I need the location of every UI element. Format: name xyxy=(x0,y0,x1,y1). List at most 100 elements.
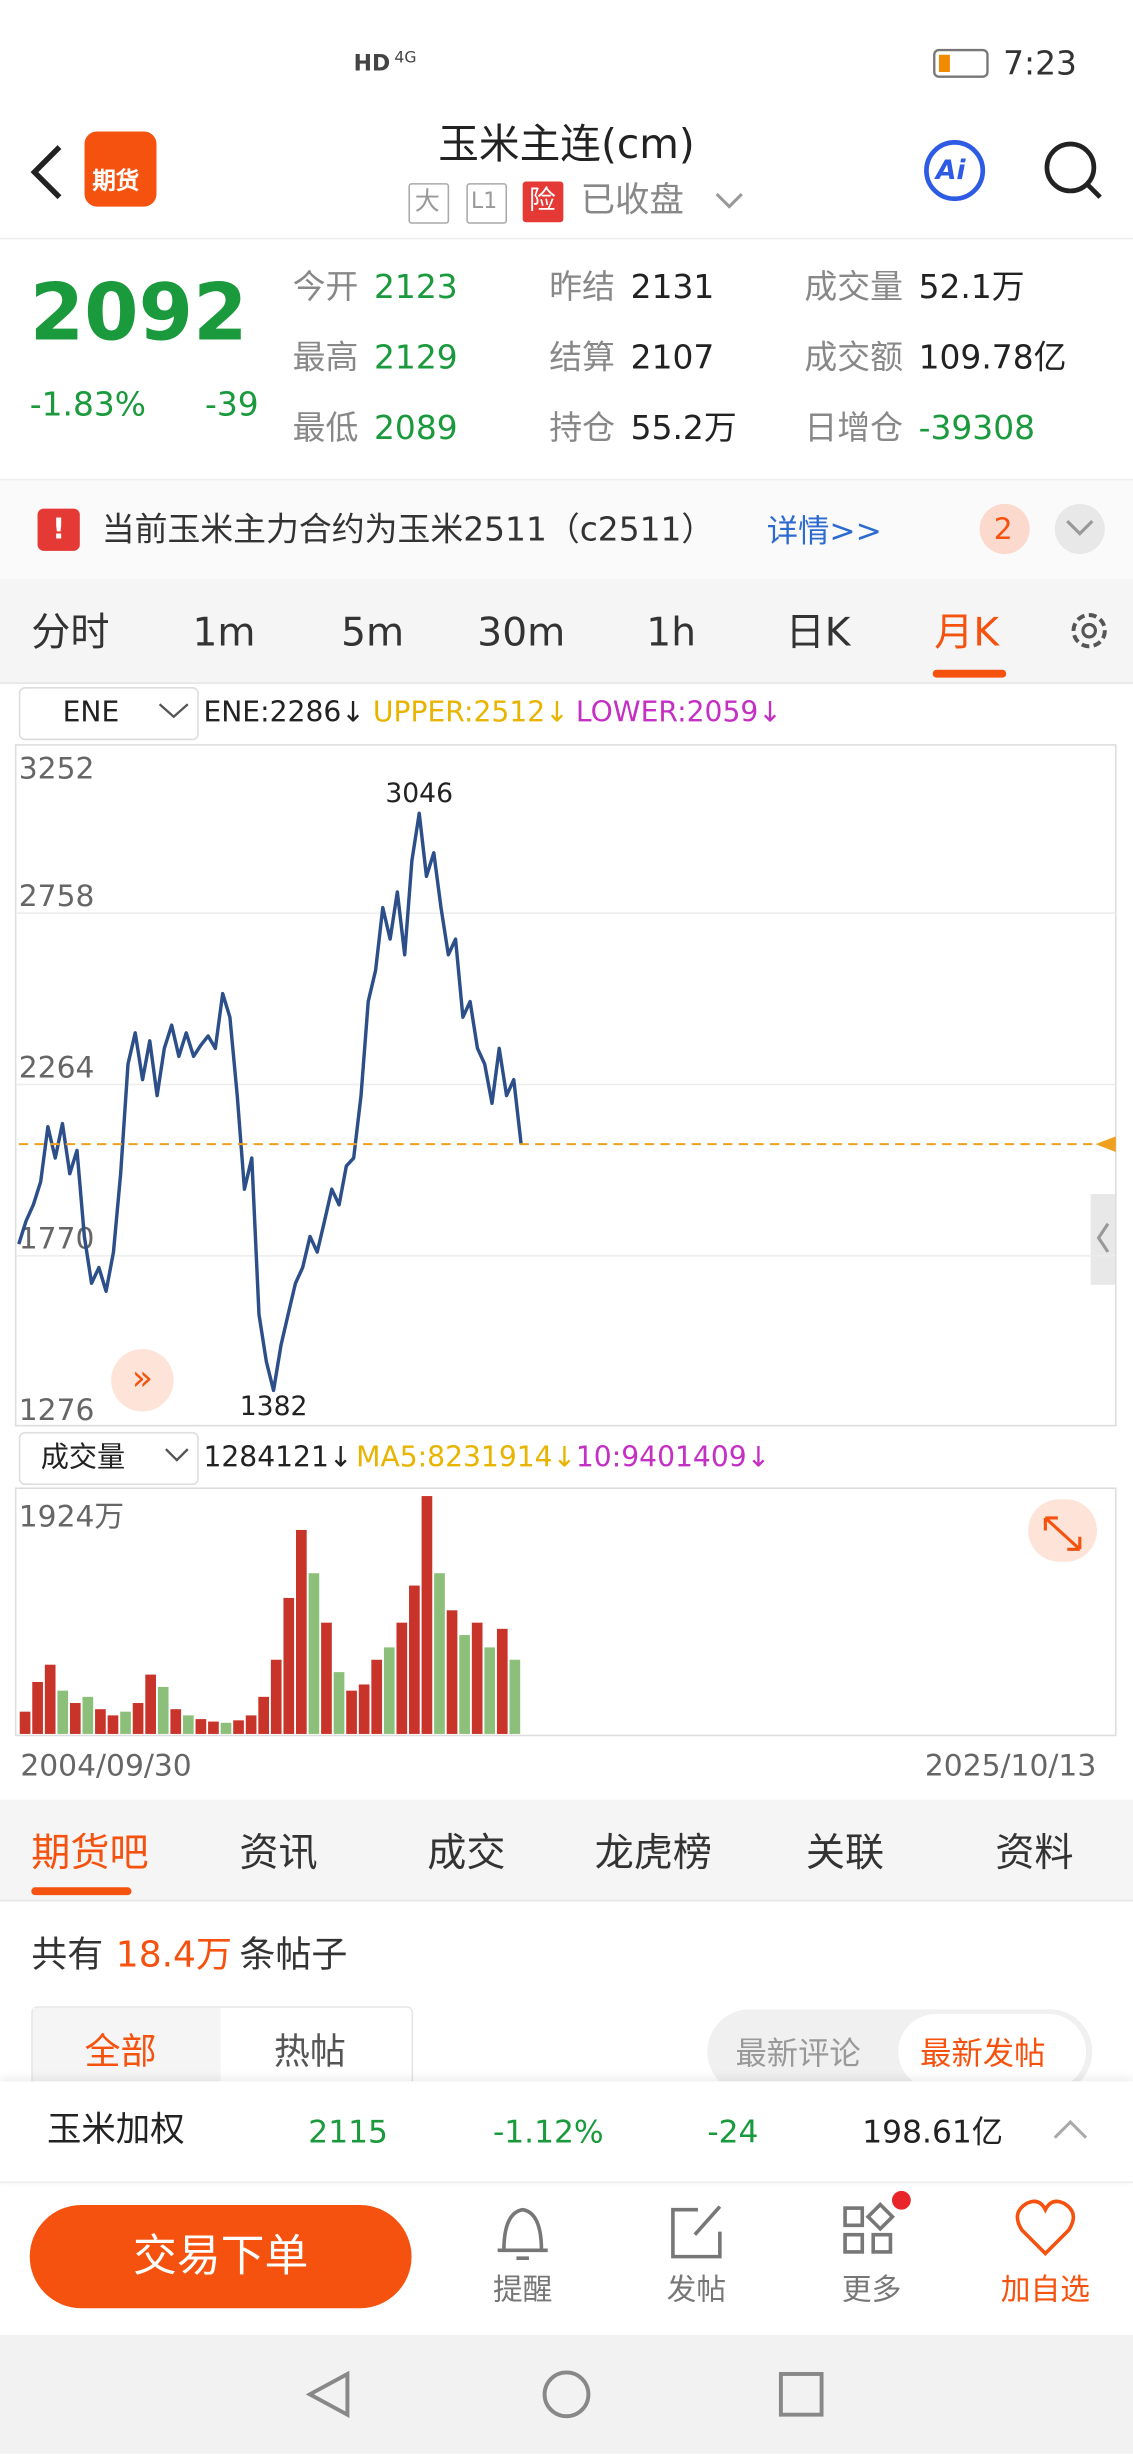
market-state[interactable]: 已收盘 xyxy=(580,181,684,221)
more-icon xyxy=(871,2232,893,2254)
sort-tab[interactable]: 最新评论 xyxy=(735,2034,861,2072)
more-icon xyxy=(865,2201,895,2232)
volume-bar xyxy=(107,1715,119,1734)
status-time: 7:23 xyxy=(1003,44,1077,83)
search-icon-handle xyxy=(1085,183,1102,199)
posts-suffix: 条帖子 xyxy=(239,1935,348,1976)
section-underline xyxy=(31,1887,132,1896)
volume-bar xyxy=(182,1715,194,1734)
last-price-pointer xyxy=(1095,1136,1116,1152)
nav-label[interactable]: 更多 xyxy=(841,2273,902,2308)
related-name[interactable]: 玉米加权 xyxy=(46,2111,185,2151)
heart-icon[interactable] xyxy=(1015,2199,1076,2257)
sort-tab[interactable]: 最新发帖 xyxy=(920,2034,1046,2072)
stat-label: 日增仓 xyxy=(804,409,903,447)
nav-label[interactable]: 发帖 xyxy=(666,2273,727,2308)
volume-bar xyxy=(19,1711,31,1734)
more-icon[interactable] xyxy=(843,2232,865,2254)
volume-bar xyxy=(283,1597,295,1734)
indicator-select-text[interactable]: ENE xyxy=(62,696,120,730)
stat-label: 成交量 xyxy=(804,268,903,306)
y-tick-label: 2264 xyxy=(19,1050,95,1085)
system-nav xyxy=(0,2334,1133,2454)
tag-box xyxy=(408,183,450,224)
volume-legend: 10:9401409↓ xyxy=(575,1441,771,1475)
more-dot xyxy=(892,2190,911,2210)
period-tab[interactable]: 5m xyxy=(341,609,405,655)
volume-bar xyxy=(471,1622,483,1734)
logo[interactable] xyxy=(84,131,157,207)
period-tab[interactable]: 30m xyxy=(477,609,566,655)
volume-bar xyxy=(321,1622,332,1734)
back-icon[interactable] xyxy=(30,145,62,200)
section-tab[interactable]: 关联 xyxy=(805,1830,885,1876)
tab-bar xyxy=(0,579,1133,684)
section-tab[interactable]: 资讯 xyxy=(239,1830,318,1876)
trade-label[interactable]: 交易下单 xyxy=(133,2230,309,2282)
filter-tab[interactable]: 全部 xyxy=(84,2032,157,2073)
notice-expand[interactable] xyxy=(1054,503,1105,554)
quote-divider xyxy=(0,237,1133,240)
volume-tick-label: 1924万 xyxy=(19,1499,124,1534)
tag: 险 xyxy=(528,185,556,217)
section-tab[interactable]: 期货吧 xyxy=(31,1830,149,1876)
state-chevron[interactable] xyxy=(715,192,743,209)
volume-bar xyxy=(358,1684,370,1734)
stat-value: 109.78亿 xyxy=(918,338,1067,377)
battery xyxy=(933,48,989,78)
expand-btn[interactable] xyxy=(1028,1499,1098,1562)
tag: 大 xyxy=(414,186,440,216)
change-pct: -1.83% xyxy=(29,385,147,424)
bell-icon[interactable] xyxy=(497,2207,548,2260)
stat-value: 2131 xyxy=(630,268,715,306)
post-icon[interactable] xyxy=(671,2205,722,2259)
period-tab[interactable]: 分时 xyxy=(31,609,110,655)
notice-link[interactable]: 详情>> xyxy=(766,511,882,550)
filter-right-active xyxy=(898,2014,1087,2090)
volume-bar xyxy=(509,1659,521,1734)
notice-badge: 2 xyxy=(993,512,1013,547)
period-tab[interactable]: 1m xyxy=(192,609,256,655)
volume-select-text[interactable]: 成交量 xyxy=(40,1441,126,1475)
stat-label: 结算 xyxy=(549,338,616,377)
filter-tab[interactable]: 热帖 xyxy=(273,2032,346,2073)
trade-button[interactable] xyxy=(29,2204,412,2309)
indicator-value: UPPER:2512↓ xyxy=(372,696,569,730)
volume-bar xyxy=(383,1647,395,1734)
volume-bar xyxy=(258,1696,270,1734)
volume-bar xyxy=(208,1721,219,1734)
y-tick-label: 2758 xyxy=(19,879,95,914)
volume-legend: 1284121↓ xyxy=(203,1441,353,1475)
volume-bar xyxy=(396,1622,408,1734)
y-tick-label: 3252 xyxy=(19,751,95,786)
nav-label[interactable]: 提醒 xyxy=(492,2273,553,2308)
stat-value: 2089 xyxy=(374,409,458,447)
y-tick-label: 1770 xyxy=(19,1222,95,1257)
tag-box xyxy=(522,181,564,223)
active-tab-underline xyxy=(932,669,1007,678)
volume-bar xyxy=(484,1647,496,1734)
volume-bar xyxy=(459,1635,470,1734)
period-tab[interactable]: 日K xyxy=(785,609,851,655)
section-tab[interactable]: 资料 xyxy=(995,1830,1074,1876)
volume-bar xyxy=(308,1573,320,1734)
stat-label: 最低 xyxy=(292,409,359,447)
nav-label[interactable]: 加自选 xyxy=(1000,2273,1090,2308)
volume-bar xyxy=(296,1529,307,1734)
search-icon[interactable] xyxy=(1044,141,1097,194)
y-tick-label: 1276 xyxy=(19,1393,95,1428)
section-tab[interactable]: 龙虎榜 xyxy=(594,1830,713,1876)
posts-prefix: 共有 xyxy=(31,1935,104,1976)
period-tab[interactable]: 1h xyxy=(646,609,697,655)
period-tab[interactable]: 月K xyxy=(934,609,1000,655)
volume-bar xyxy=(421,1496,433,1734)
change: -39 xyxy=(205,385,259,424)
side-handle[interactable] xyxy=(1090,1194,1116,1285)
section-tab[interactable]: 成交 xyxy=(427,1830,506,1876)
volume-bar xyxy=(333,1672,345,1734)
related-price: 2115 xyxy=(308,2112,388,2151)
volume-frame xyxy=(14,1487,1117,1737)
section-tab-bar xyxy=(0,1799,1133,1902)
scroll-btn[interactable]: » xyxy=(111,1348,174,1412)
